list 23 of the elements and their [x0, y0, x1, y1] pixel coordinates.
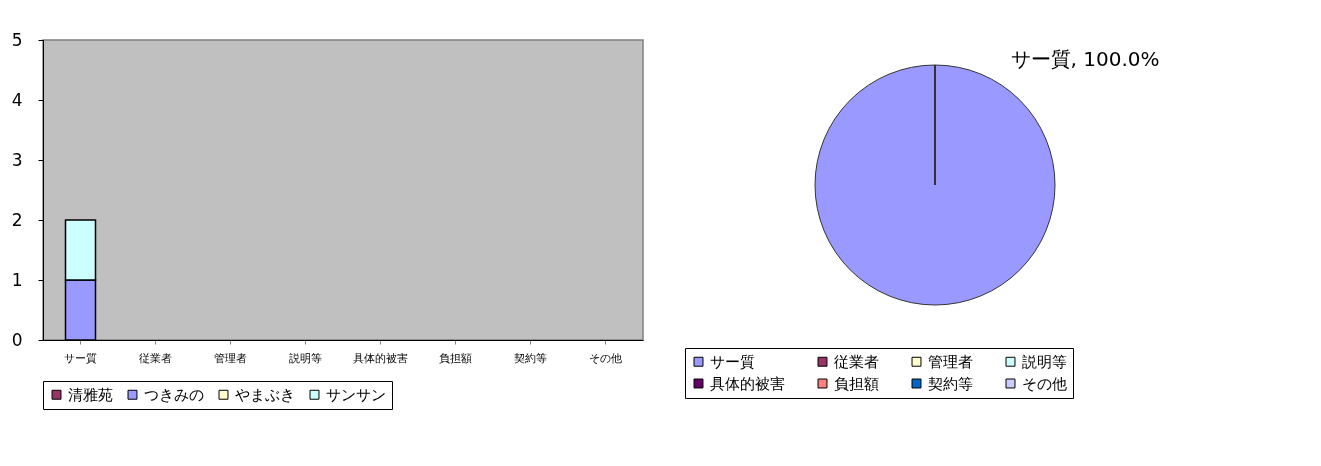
legend-label: つきみの	[144, 385, 204, 404]
x-tick-label: 管理者	[214, 351, 247, 365]
legend-label: 具体的被害	[710, 374, 785, 393]
legend-label: 負担額	[834, 374, 879, 393]
x-tick-label: 説明等	[289, 351, 322, 365]
y-tick-label: 0	[11, 329, 23, 350]
legend-label: サンサン	[326, 385, 386, 404]
data-label: サー質, 100.0%	[1010, 47, 1160, 71]
x-tick-label: 契約等	[514, 351, 547, 365]
legend-label: やまぶき	[235, 385, 295, 404]
x-tick-label: 負担額	[439, 351, 472, 365]
y-tick-label: 5	[11, 29, 23, 50]
x-tick-label: サー質	[64, 351, 97, 365]
y-tick-label: 3	[11, 149, 23, 170]
legend-label: 清雅苑	[68, 385, 113, 404]
x-tick-label: 従業者	[139, 351, 172, 365]
y-tick-label: 4	[11, 89, 23, 110]
y-tick-label: 2	[11, 209, 23, 230]
legend-label: その他	[1022, 374, 1067, 393]
x-tick-label: その他	[589, 351, 622, 365]
x-tick-label: 具体的被害	[353, 351, 408, 365]
legend-label: 契約等	[928, 374, 973, 393]
y-tick-label: 1	[11, 269, 23, 290]
